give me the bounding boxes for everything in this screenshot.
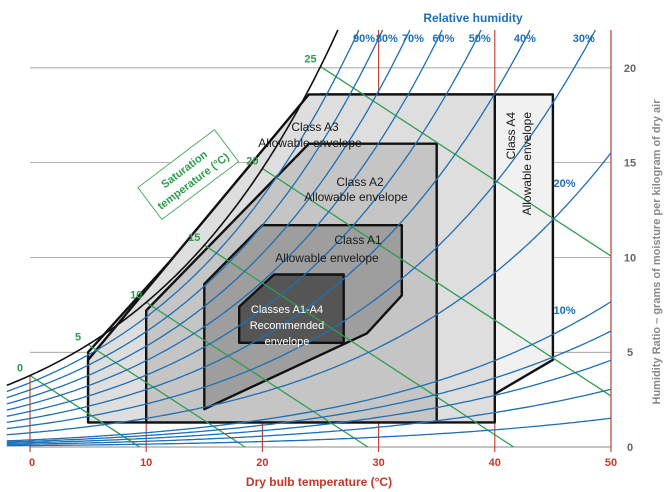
recommended-label-line1: Classes A1-A4 xyxy=(251,304,323,316)
y-axis-title: Humidity Ratio – grams of moisture per k… xyxy=(651,99,663,405)
x-tick-label: 0 xyxy=(29,457,35,469)
class-a4-label-line1: Class A4 xyxy=(504,112,518,160)
class-a2-label-line1: Class A2 xyxy=(336,175,384,189)
relative-humidity-curve xyxy=(6,29,596,430)
saturation-tick-label: 15 xyxy=(188,232,200,244)
class-a3-label-line2: Allowable envelope xyxy=(258,136,362,150)
saturation-curve xyxy=(6,29,339,387)
relative-humidity-curve xyxy=(6,29,443,411)
saturation-temperature-line xyxy=(262,167,612,397)
relative-humidity-curve xyxy=(6,417,612,447)
rh-top-label: 70% xyxy=(402,33,424,45)
relative-humidity-curve xyxy=(6,152,612,436)
relative-humidity-curve xyxy=(6,388,612,446)
saturation-tick-label: 10 xyxy=(130,289,142,301)
x-tick-label: 30 xyxy=(372,457,384,469)
class-a4-label-line2: Allowable envelope xyxy=(520,112,534,216)
class-a2-label-line2: Allowable envelope xyxy=(304,190,408,204)
relative-humidity-title: Relative humidity xyxy=(423,11,523,25)
rh-top-label: 60% xyxy=(432,33,454,45)
class-a1-label-line2: Allowable envelope xyxy=(275,251,379,265)
rh-side-label: 10% xyxy=(554,305,576,317)
saturation-temperature-line xyxy=(203,244,514,448)
saturation-tick-label: 25 xyxy=(304,54,316,66)
saturation-temperature-line xyxy=(320,65,612,257)
relative-humidity-curve xyxy=(6,29,482,417)
x-axis-title: Dry bulb temperature (°C) xyxy=(246,475,392,489)
relative-humidity-curve xyxy=(6,29,411,405)
curve-layer xyxy=(6,29,612,448)
relative-humidity-curve xyxy=(6,359,612,444)
rh-side-label: 20% xyxy=(554,178,576,190)
y-tick-label: 5 xyxy=(627,347,633,359)
relative-humidity-curve xyxy=(6,29,384,399)
y-tick-label: 15 xyxy=(624,158,636,170)
relative-humidity-curve xyxy=(6,301,612,442)
envelope-classes-a1-a4 xyxy=(238,273,345,344)
x-tick-label: 40 xyxy=(489,457,501,469)
rh-top-label: 50% xyxy=(469,33,491,45)
saturation-tick-label: 20 xyxy=(246,156,258,168)
x-tick-label: 10 xyxy=(140,457,152,469)
rh-top-label: 80% xyxy=(376,33,398,45)
saturation-temperature-line xyxy=(145,301,369,448)
rh-top-label: 30% xyxy=(573,33,595,45)
rh-top-label: 40% xyxy=(514,33,536,45)
relative-humidity-curve xyxy=(6,29,360,393)
x-tick-label: 50 xyxy=(605,457,617,469)
recommended-label-line2: Recommended xyxy=(250,320,325,332)
class-a1-label-line1: Class A1 xyxy=(334,233,382,247)
y-tick-label: 0 xyxy=(627,442,633,454)
saturation-tick-label: 0 xyxy=(17,363,23,375)
relative-humidity-curve xyxy=(6,330,612,443)
relative-humidity-curve xyxy=(6,29,531,424)
rh-top-label: 90% xyxy=(353,33,375,45)
y-tick-label: 10 xyxy=(624,252,636,264)
saturation-tick-label: 5 xyxy=(75,332,81,344)
x-tick-label: 20 xyxy=(256,457,268,469)
recommended-label-line3: envelope xyxy=(265,336,310,348)
y-tick-label: 20 xyxy=(624,63,636,75)
class-a3-label-line1: Class A3 xyxy=(291,120,339,134)
